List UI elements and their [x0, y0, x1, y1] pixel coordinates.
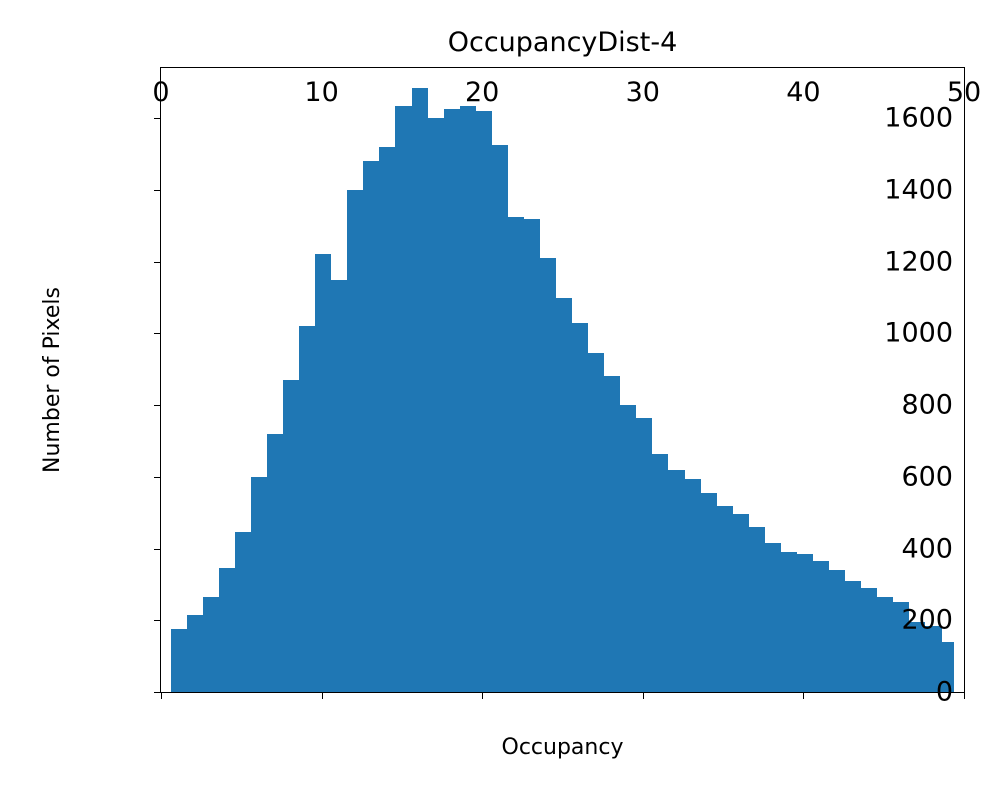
x-tick-mark	[642, 692, 644, 699]
x-axis-ticks: 0 10 20 30 40 50	[152, 68, 981, 699]
y-tick-mark	[154, 189, 161, 191]
histogram-bar	[716, 505, 733, 692]
histogram-bar	[556, 297, 573, 692]
histogram-bar	[395, 105, 412, 692]
y-axis-label: Number of Pixels	[40, 287, 65, 473]
x-tick-label: 50	[946, 77, 982, 108]
histogram-bar	[234, 532, 251, 692]
histogram-bar	[764, 543, 781, 692]
histogram-bar	[170, 629, 187, 692]
x-tick-mark	[161, 692, 162, 699]
y-tick-label: 1200	[884, 246, 953, 278]
histogram-bar	[186, 614, 203, 692]
y-tick-mark	[154, 405, 161, 407]
histogram-bar	[347, 189, 364, 692]
histogram-bar	[925, 625, 942, 692]
y-tick-mark	[154, 548, 161, 550]
y-tick-label: 800	[901, 389, 953, 421]
y-tick-mark	[154, 261, 161, 263]
y-tick-label: 400	[901, 533, 953, 565]
x-tick-label: 40	[786, 77, 821, 108]
histogram-bar	[218, 568, 235, 692]
histogram-bar	[283, 380, 300, 692]
y-tick-mark	[154, 692, 161, 693]
histogram-bars	[161, 68, 964, 692]
histogram-bar	[572, 322, 589, 692]
histogram-bar	[363, 161, 380, 692]
y-tick-label: 600	[901, 461, 953, 493]
histogram-bar	[459, 105, 476, 692]
y-axis-ticks: 0 200 400 600 800 1000 1200 1400 1600	[154, 68, 964, 706]
histogram-bar	[829, 570, 846, 692]
y-tick-mark	[154, 476, 161, 478]
histogram-bar	[427, 118, 444, 692]
histogram-bar	[684, 478, 701, 692]
x-tick-label: 20	[465, 77, 500, 108]
histogram-bar	[845, 580, 862, 692]
histogram-bar	[668, 469, 685, 692]
histogram-bar	[861, 588, 878, 692]
histogram-bar	[941, 641, 955, 692]
histogram-bar	[909, 622, 926, 692]
histogram-bar	[620, 405, 637, 692]
x-tick-mark	[803, 692, 805, 699]
histogram-bar	[299, 326, 316, 692]
chart-title: OccupancyDist-4	[447, 27, 678, 58]
histogram-bar	[491, 145, 508, 692]
plot-area: 0 200 400 600 800 1000 1200 1400 1600 0 10 20 30 40 5…	[152, 67, 981, 706]
histogram-bar	[893, 602, 910, 692]
histogram-bar	[700, 492, 717, 692]
histogram-bar	[780, 552, 797, 692]
histogram-bar	[732, 514, 749, 692]
histogram-bar	[748, 527, 765, 692]
histogram-bar	[604, 376, 621, 692]
x-tick-label: 10	[304, 77, 339, 108]
y-tick-label: 200	[901, 604, 953, 636]
histogram-bar	[652, 453, 669, 692]
histogram-bar	[250, 476, 267, 692]
y-tick-label: 0	[935, 676, 953, 708]
x-tick-label: 30	[625, 77, 660, 108]
histogram-bar	[813, 561, 830, 692]
histogram-bar	[379, 146, 396, 692]
y-tick-mark	[154, 118, 161, 120]
histogram-bar	[588, 353, 605, 692]
histogram-bar	[475, 111, 492, 692]
x-tick-label: 0	[152, 77, 170, 108]
histogram-bar	[443, 109, 460, 692]
y-tick-label: 1000	[884, 317, 953, 349]
histogram-bar	[331, 279, 348, 692]
x-tick-mark	[964, 692, 965, 699]
histogram-bar	[507, 216, 524, 692]
histogram-bar	[523, 218, 540, 692]
histogram-bar	[540, 258, 557, 692]
histogram-bar	[266, 433, 284, 692]
histogram-bar	[636, 417, 653, 692]
histogram-bar	[202, 596, 219, 692]
x-axis-label: Occupancy	[501, 735, 624, 760]
y-tick-mark	[154, 333, 161, 335]
histogram-bar	[315, 254, 332, 692]
y-tick-mark	[154, 620, 161, 622]
x-tick-mark	[321, 692, 323, 699]
x-tick-mark	[482, 692, 484, 699]
histogram-bar	[877, 596, 894, 692]
histogram-bar	[411, 87, 428, 692]
histogram-bar	[796, 553, 814, 692]
y-tick-label: 1400	[884, 174, 953, 206]
y-tick-label: 1600	[884, 102, 953, 134]
